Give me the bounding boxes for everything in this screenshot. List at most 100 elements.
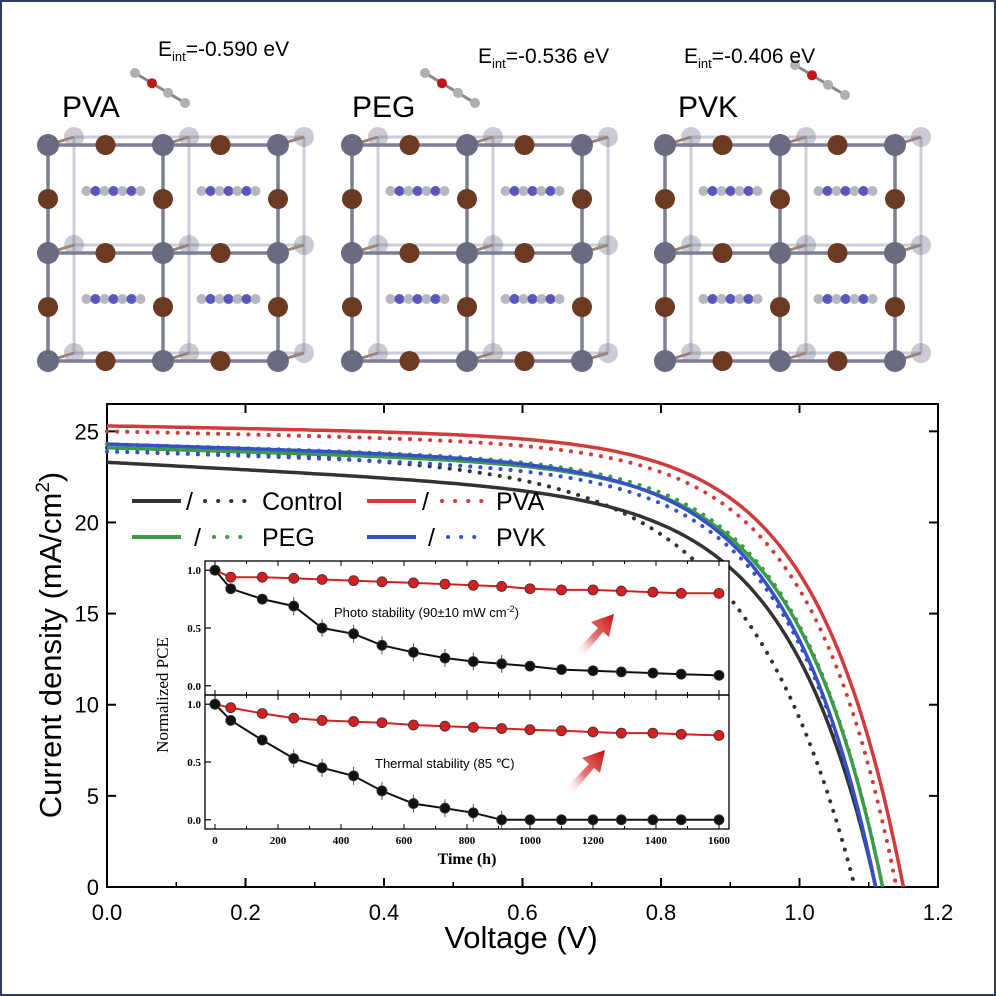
halide-atom bbox=[712, 243, 733, 263]
cation-atom bbox=[500, 186, 511, 196]
photo-point-control bbox=[587, 665, 599, 677]
molecule-atom bbox=[840, 90, 850, 100]
jv-curve-control-dotted bbox=[105, 445, 857, 889]
halide-atom bbox=[457, 297, 477, 317]
photo-point-stabilized bbox=[556, 584, 567, 596]
inset-x-tick-label: 1000 bbox=[519, 835, 542, 847]
cation-atom bbox=[725, 294, 736, 304]
jv-x-tick-label: 0.2 bbox=[230, 900, 261, 925]
photo-y-tick-label: 1.0 bbox=[187, 565, 201, 577]
cation-atom bbox=[403, 294, 414, 304]
cation-atom bbox=[214, 294, 225, 304]
lead-atom bbox=[456, 134, 478, 156]
jv-x-tick-label: 0.6 bbox=[507, 900, 538, 925]
cation-atom bbox=[734, 294, 745, 304]
jv-curve-peg-solid bbox=[106, 445, 885, 888]
cation-atom bbox=[813, 294, 824, 304]
lead-atom bbox=[341, 242, 363, 264]
photo-point-control bbox=[256, 593, 268, 605]
jv-y-tick-label: 25 bbox=[75, 419, 99, 444]
thermal-point-control bbox=[467, 807, 479, 819]
lead-atom bbox=[571, 134, 593, 156]
photo-title-tail: 10 mW cm bbox=[444, 605, 506, 620]
lead-atom bbox=[654, 242, 676, 264]
jv-y-axis-label-tail: ) bbox=[33, 472, 68, 482]
photo-point-control bbox=[209, 564, 221, 576]
lead-atom bbox=[267, 134, 289, 156]
cation-atom bbox=[421, 186, 432, 196]
legend-entry-pva: / PVA bbox=[367, 488, 544, 516]
cation-atom bbox=[394, 186, 405, 196]
inset-x-tick-label: 400 bbox=[333, 835, 350, 847]
halide-atom bbox=[268, 297, 288, 317]
adsorbed-molecule-1 bbox=[420, 68, 480, 108]
eint-pvk-prefix: E bbox=[684, 45, 698, 68]
jv-y-tick-labels: 0 5 10 15 20 25 bbox=[75, 419, 99, 900]
eint-pva: Eint=-0.590 eV bbox=[158, 38, 289, 64]
cation-atom bbox=[196, 186, 207, 196]
cation-atom bbox=[734, 186, 745, 196]
cation-atom bbox=[223, 186, 234, 196]
panel-label-pva: PVA bbox=[62, 91, 120, 124]
cation-atom bbox=[223, 294, 234, 304]
jv-curve-pva-dotted bbox=[105, 429, 899, 889]
cation-atom bbox=[831, 186, 842, 196]
cation-atom bbox=[822, 186, 833, 196]
thermal-point-control bbox=[209, 698, 221, 710]
jv-curve-pvk-dotted bbox=[105, 449, 878, 889]
photo-point-stabilized bbox=[675, 587, 687, 599]
photo-point-stabilized bbox=[439, 578, 451, 590]
halide-atom bbox=[827, 243, 848, 263]
cation-atom bbox=[135, 294, 146, 304]
cation-atom bbox=[250, 186, 261, 196]
legend-pvk-separator: / bbox=[428, 524, 435, 552]
photo-point-control bbox=[647, 667, 659, 679]
cation-atom bbox=[752, 186, 763, 196]
halide-atom bbox=[770, 189, 790, 209]
halide-atom bbox=[95, 351, 116, 371]
cation-atom bbox=[831, 294, 842, 304]
legend-peg-label: PEG bbox=[262, 524, 315, 552]
thermal-y-tick-label: 1.0 bbox=[187, 699, 201, 711]
legend-entry-pvk: / PVK bbox=[367, 524, 546, 552]
halide-atom bbox=[268, 189, 288, 209]
thermal-point-control bbox=[256, 734, 268, 746]
thermal-point-control bbox=[439, 802, 451, 814]
thermal-point-stabilized bbox=[467, 721, 479, 733]
cation-atom bbox=[509, 294, 520, 304]
photo-point-stabilized bbox=[524, 583, 536, 595]
molecule-bond bbox=[424, 71, 476, 105]
thermal-point-stabilized bbox=[408, 719, 419, 731]
thermal-point-control bbox=[647, 814, 659, 826]
lead-atom bbox=[654, 350, 676, 372]
cation-atom bbox=[849, 186, 860, 196]
molecule-atom bbox=[823, 79, 833, 90]
thermal-point-control bbox=[713, 814, 725, 826]
cation-atom bbox=[527, 186, 538, 196]
thermal-point-control bbox=[496, 814, 508, 826]
thermal-point-stabilized bbox=[587, 726, 599, 738]
halide-atom bbox=[655, 189, 675, 209]
cation-atom bbox=[241, 294, 252, 304]
cation-atom bbox=[99, 186, 110, 196]
thermal-point-stabilized bbox=[256, 708, 268, 719]
photo-title-pm: ± bbox=[437, 605, 444, 620]
legend-pvk-label: PVK bbox=[496, 524, 546, 552]
halide-atom bbox=[712, 351, 733, 371]
halide-atom bbox=[712, 135, 733, 155]
cation-atom bbox=[250, 294, 261, 304]
lead-atom bbox=[769, 242, 791, 264]
thermal-point-control bbox=[376, 785, 388, 797]
cation-atom bbox=[81, 186, 92, 196]
photo-point-stabilized bbox=[288, 572, 300, 584]
eint-peg-value: =-0.536 eV bbox=[506, 45, 609, 68]
thermal-point-stabilized bbox=[615, 727, 627, 739]
cation-atom bbox=[403, 186, 414, 196]
jv-ticks bbox=[106, 404, 939, 888]
photo-point-control bbox=[556, 664, 567, 675]
halide-atom bbox=[153, 189, 173, 209]
halide-atom bbox=[210, 135, 231, 155]
lead-atom bbox=[152, 350, 174, 372]
lattice-panel-0 bbox=[37, 127, 314, 372]
